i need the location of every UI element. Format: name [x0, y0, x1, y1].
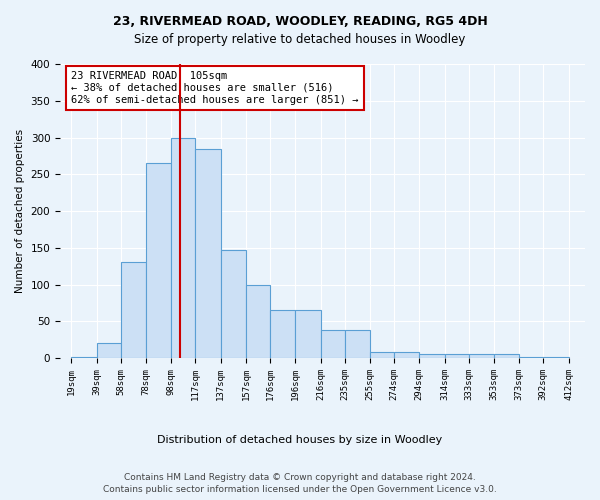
Text: 23, RIVERMEAD ROAD, WOODLEY, READING, RG5 4DH: 23, RIVERMEAD ROAD, WOODLEY, READING, RG…: [113, 15, 487, 28]
Bar: [519, 356, 543, 358]
Bar: [494, 354, 519, 358]
Bar: [121, 262, 146, 358]
Bar: [246, 284, 270, 358]
Bar: [394, 352, 419, 358]
Text: Contains HM Land Registry data © Crown copyright and database right 2024.: Contains HM Land Registry data © Crown c…: [124, 472, 476, 482]
Y-axis label: Number of detached properties: Number of detached properties: [15, 129, 25, 293]
Bar: [419, 354, 445, 358]
Text: Distribution of detached houses by size in Woodley: Distribution of detached houses by size …: [157, 435, 443, 445]
Bar: [172, 138, 196, 358]
Text: Size of property relative to detached houses in Woodley: Size of property relative to detached ho…: [134, 32, 466, 46]
Text: 23 RIVERMEAD ROAD: 105sqm
← 38% of detached houses are smaller (516)
62% of semi: 23 RIVERMEAD ROAD: 105sqm ← 38% of detac…: [71, 72, 359, 104]
Bar: [146, 163, 172, 358]
Bar: [469, 354, 494, 358]
Bar: [370, 352, 394, 358]
Bar: [344, 330, 370, 358]
Bar: [295, 310, 320, 358]
Bar: [320, 330, 344, 358]
Bar: [97, 344, 121, 358]
Bar: [445, 354, 469, 358]
Text: Contains public sector information licensed under the Open Government Licence v3: Contains public sector information licen…: [103, 485, 497, 494]
Bar: [221, 250, 246, 358]
Bar: [196, 148, 221, 358]
Bar: [270, 310, 295, 358]
